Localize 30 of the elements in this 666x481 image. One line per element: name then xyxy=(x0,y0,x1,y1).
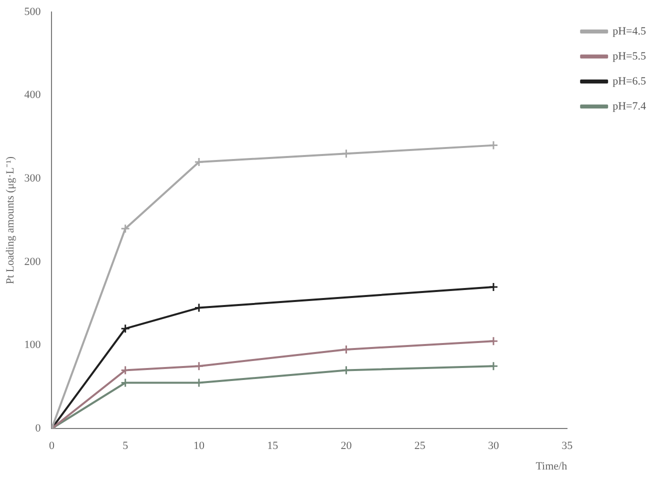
y-tick-label: 500 xyxy=(24,6,42,18)
point xyxy=(120,224,130,234)
point xyxy=(341,148,351,158)
legend-label: pH=7.4 xyxy=(612,100,646,112)
point xyxy=(488,140,498,150)
legend-label: pH=6.5 xyxy=(612,75,646,88)
x-tick-label: 0 xyxy=(48,440,55,452)
point xyxy=(120,324,130,334)
x-tick-label: 5 xyxy=(122,440,129,452)
y-tick-label: 200 xyxy=(24,256,42,268)
x-tick-label: 20 xyxy=(340,440,352,452)
point xyxy=(194,157,204,167)
point xyxy=(194,361,204,371)
legend-label: pH=4.5 xyxy=(612,25,646,38)
x-tick-label: 15 xyxy=(267,440,279,452)
point xyxy=(488,361,498,371)
x-tick-label: 25 xyxy=(414,440,426,452)
x-tick-label: 10 xyxy=(193,440,205,452)
point xyxy=(341,344,351,354)
y-tick-label: 0 xyxy=(35,422,42,434)
y-tick-label: 100 xyxy=(24,339,42,352)
y-axis-title: Pt Loading amounts (μg·L⁻¹) xyxy=(4,156,16,284)
point xyxy=(488,282,498,292)
x-axis-title: Time/h xyxy=(536,460,568,472)
x-tick-label: 35 xyxy=(562,440,574,452)
legend-label: pH=5.5 xyxy=(612,50,646,62)
y-tick-label: 300 xyxy=(24,172,42,185)
point xyxy=(488,336,498,346)
x-tick-label: 30 xyxy=(488,440,500,452)
y-tick-label: 400 xyxy=(24,89,42,102)
